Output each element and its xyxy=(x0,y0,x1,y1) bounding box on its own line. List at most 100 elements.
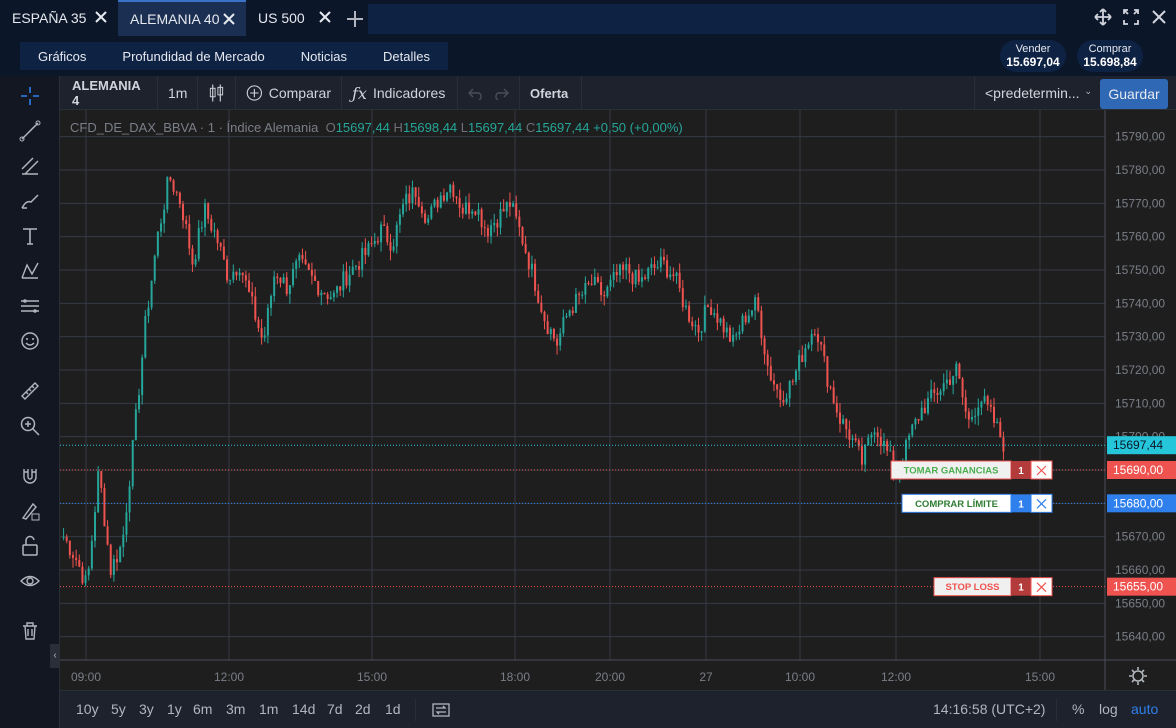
candle-body xyxy=(144,315,147,358)
candle-body xyxy=(87,568,90,576)
undo-icon[interactable] xyxy=(468,86,484,100)
template-selector[interactable]: <predetermin... xyxy=(974,76,1100,110)
tab-label: ESPAÑA 35 xyxy=(12,10,87,26)
range-2d[interactable]: 2d xyxy=(355,701,371,717)
sell-button[interactable]: Vender 15.697,04 xyxy=(1000,40,1066,72)
candle-body xyxy=(273,276,276,297)
log-toggle[interactable]: log xyxy=(1099,701,1118,717)
range-1y[interactable]: 1y xyxy=(167,701,182,717)
crosshair-icon[interactable] xyxy=(18,84,42,108)
compare-button[interactable]: Comparar xyxy=(236,76,342,110)
eye-icon[interactable] xyxy=(18,569,42,593)
y-tick-label: 15720,00 xyxy=(1115,363,1165,377)
fullscreen-icon[interactable] xyxy=(1122,8,1140,26)
nav-graficos[interactable]: Gráficos xyxy=(38,48,87,64)
order-qty: 1 xyxy=(1018,466,1024,477)
indicators-button[interactable]: ƒx Indicadores xyxy=(342,76,458,110)
zoom-in-icon[interactable] xyxy=(18,414,42,438)
order-qty-box xyxy=(1011,577,1031,596)
candle-body xyxy=(801,355,804,363)
candle-body xyxy=(590,284,593,286)
candle-body xyxy=(571,310,574,314)
unlock-icon[interactable] xyxy=(18,534,42,558)
tab-espana-35[interactable]: ESPAÑA 35 xyxy=(0,0,118,36)
trend-line-icon[interactable] xyxy=(18,119,42,143)
ruler-icon[interactable] xyxy=(18,379,42,403)
close-icon[interactable] xyxy=(1036,465,1047,476)
close-icon[interactable] xyxy=(94,10,108,24)
range-7d[interactable]: 7d xyxy=(327,701,343,717)
close-window-icon[interactable] xyxy=(1150,8,1168,26)
symbol-search[interactable]: ALEMANIA 4 xyxy=(60,76,158,110)
candle-body xyxy=(175,191,178,193)
candle-body xyxy=(81,566,84,584)
fib-icon[interactable] xyxy=(18,154,42,178)
order-price-badge xyxy=(1107,461,1176,479)
nav-profundidad-mercado[interactable]: Profundidad de Mercado xyxy=(122,48,265,64)
y-tick-label: 15710,00 xyxy=(1115,396,1165,410)
chart-canvas[interactable]: 15640,00 15650,00 15660,00 15670,00 15680,00… xyxy=(60,110,1176,690)
tab-us-500[interactable]: US 500 xyxy=(246,0,342,36)
candle-body xyxy=(310,269,313,276)
price-type-selector[interactable]: Oferta xyxy=(520,76,582,110)
emoji-icon[interactable] xyxy=(18,329,42,353)
trash-icon[interactable] xyxy=(18,619,42,643)
candle-body xyxy=(537,290,540,303)
close-icon[interactable] xyxy=(222,12,236,26)
move-icon[interactable] xyxy=(1094,8,1112,26)
candle-body xyxy=(496,222,499,228)
range-14d[interactable]: 14d xyxy=(292,701,316,717)
save-button[interactable]: Guardar xyxy=(1100,79,1168,109)
range-5y[interactable]: 5y xyxy=(111,701,126,717)
tab-bar-strip xyxy=(368,4,1056,34)
candle-body xyxy=(490,225,493,237)
brush-icon[interactable] xyxy=(18,189,42,213)
goto-date-icon[interactable] xyxy=(432,701,450,719)
range-1d[interactable]: 1d xyxy=(385,701,401,717)
candle-body xyxy=(112,559,115,575)
candle-body xyxy=(263,335,266,338)
magnet-icon[interactable] xyxy=(18,464,42,488)
candle-body xyxy=(204,203,207,228)
add-tab-icon[interactable] xyxy=(344,8,366,30)
chart-type-button[interactable] xyxy=(198,76,236,110)
candle-body xyxy=(669,274,672,278)
candle-body xyxy=(584,283,587,295)
settings-gear-icon[interactable] xyxy=(1132,670,1144,682)
candle-body xyxy=(323,292,326,295)
interval-selector[interactable]: 1m xyxy=(158,76,198,110)
lock-drawing-icon[interactable] xyxy=(18,499,42,523)
settings-gear-icon[interactable] xyxy=(1129,667,1147,685)
range-3m[interactable]: 3m xyxy=(226,701,246,717)
price-chart[interactable]: 15640,00 15650,00 15660,00 15670,00 15680,00… xyxy=(60,110,1176,690)
candle-body xyxy=(109,544,112,575)
clock-timezone[interactable]: 14:16:58 (UTC+2) xyxy=(933,701,1046,717)
range-1m[interactable]: 1m xyxy=(259,701,279,717)
close-icon[interactable] xyxy=(1036,498,1047,509)
text-icon[interactable] xyxy=(18,224,42,248)
close-icon[interactable] xyxy=(318,10,332,24)
candle-body xyxy=(282,277,285,283)
auto-toggle[interactable]: auto xyxy=(1131,701,1159,717)
tab-alemania-40[interactable]: ALEMANIA 40 xyxy=(118,0,246,36)
prediction-icon[interactable] xyxy=(18,294,42,318)
x-tick-label: 20:00 xyxy=(595,670,625,684)
candle-body xyxy=(210,218,213,231)
nav-noticias[interactable]: Noticias xyxy=(300,48,348,64)
range-6m[interactable]: 6m xyxy=(193,701,213,717)
buy-button[interactable]: Comprar 15.698,84 xyxy=(1077,40,1143,72)
candle-body xyxy=(813,334,816,336)
tab-bar: ESPAÑA 35 ALEMANIA 40 US 500 xyxy=(0,0,1176,36)
candle-body xyxy=(477,209,480,215)
candle-body xyxy=(838,412,841,424)
range-3y[interactable]: 3y xyxy=(139,701,154,717)
close-icon[interactable] xyxy=(1036,582,1047,593)
percent-toggle[interactable]: % xyxy=(1072,701,1085,717)
pattern-icon[interactable] xyxy=(18,259,42,283)
y-tick-label: 15790,00 xyxy=(1115,130,1165,144)
candle-body xyxy=(241,272,244,276)
nav-detalles[interactable]: Detalles xyxy=(383,48,430,64)
collapse-toolbar-icon[interactable]: ‹ xyxy=(50,644,60,668)
range-10y[interactable]: 10y xyxy=(76,701,99,717)
redo-icon[interactable] xyxy=(493,86,509,100)
